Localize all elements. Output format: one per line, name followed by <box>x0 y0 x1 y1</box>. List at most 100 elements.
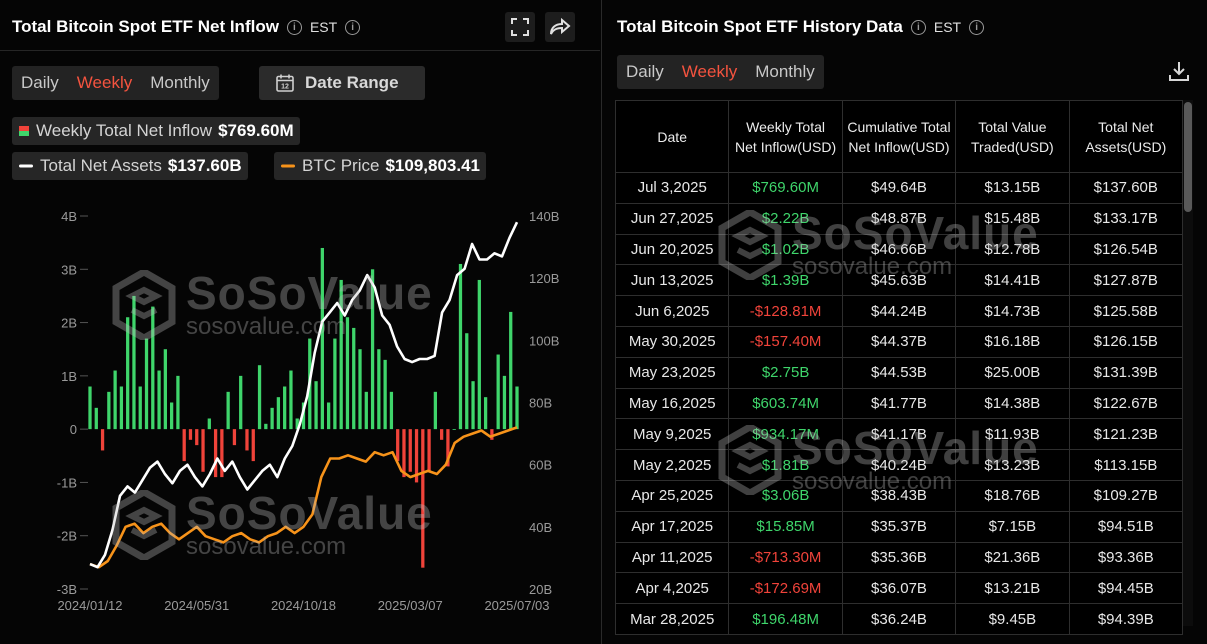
tab-weekly[interactable]: Weekly <box>76 73 133 92</box>
col-cumulative-inflow[interactable]: Cumulative Total Net Inflow(USD) <box>841 100 957 173</box>
cell-traded: $14.41B <box>955 264 1070 297</box>
table-body: Jul 3,2025 $769.60M $49.64B $13.15B $137.60B… <box>614 172 1184 635</box>
cell-date: Jun 20,2025 <box>614 233 730 266</box>
date-range-button[interactable]: 12 Date Range <box>259 66 425 100</box>
table-row[interactable]: Jun 27,2025 $2.22B $48.87B $15.48B $133.17B <box>614 202 1184 235</box>
line-swatch-icon <box>19 164 33 168</box>
table-header: Total Bitcoin Spot ETF History Data i ES… <box>617 14 985 40</box>
tab-daily[interactable]: Daily <box>21 73 59 92</box>
inflow-bar <box>289 370 293 430</box>
inflow-bar <box>251 429 255 462</box>
table-row[interactable]: May 2,2025 $1.81B $40.24B $13.23B $113.15B <box>614 449 1184 481</box>
table-row[interactable]: Jun 13,2025 $1.39B $45.63B $14.41B $127.87B <box>614 264 1184 297</box>
info-icon[interactable]: i <box>910 19 926 35</box>
total-net-assets-line <box>89 221 519 569</box>
cell-date: May 16,2025 <box>614 387 730 420</box>
cell-assets: $127.87B <box>1068 264 1184 297</box>
table-row[interactable]: May 30,2025 -$157.40M $44.37B $16.18B $126.1… <box>614 325 1184 358</box>
inflow-bar <box>232 429 237 446</box>
fullscreen-icon <box>511 18 529 36</box>
table-scrollbar-thumb[interactable] <box>1184 102 1192 212</box>
cell-cumulative: $41.17B <box>841 418 957 451</box>
inflow-bar <box>496 354 500 430</box>
cell-date: Apr 11,2025 <box>614 541 730 574</box>
inflow-bar <box>477 279 481 430</box>
right-axis-tick-label: 20B <box>529 582 552 597</box>
table-row[interactable]: Apr 25,2025 $3.06B $38.43B $18.76B $109.27B <box>614 479 1184 512</box>
cell-assets: $137.60B <box>1068 172 1184 204</box>
tab-daily[interactable]: Daily <box>626 62 664 81</box>
table-row[interactable]: May 23,2025 $2.75B $44.53B $25.00B $131.39B <box>614 356 1184 389</box>
line-swatch-icon <box>281 164 295 168</box>
table-row[interactable]: Apr 11,2025 -$713.30M $35.36B $21.36B $93.36… <box>614 541 1184 574</box>
cell-traded: $14.38B <box>955 387 1070 420</box>
left-axis-tick-label: 3B <box>61 262 77 277</box>
share-button[interactable] <box>545 12 575 42</box>
info-icon[interactable]: i <box>345 19 361 35</box>
tab-monthly[interactable]: Monthly <box>755 62 815 81</box>
cell-cumulative: $44.53B <box>841 356 957 389</box>
tab-weekly[interactable]: Weekly <box>681 62 738 81</box>
cell-assets: $125.58B <box>1068 295 1184 327</box>
inflow-bar <box>458 263 463 430</box>
x-axis-tick-label: 2025/07/03 <box>484 598 549 613</box>
inflow-bar <box>389 391 394 430</box>
table-scrollbar-track[interactable] <box>1183 100 1193 626</box>
col-value-traded[interactable]: Total Value Traded(USD) <box>955 100 1070 173</box>
table-row[interactable]: Apr 4,2025 -$172.69M $36.07B $13.21B $94.45B <box>614 572 1184 605</box>
col-weekly-inflow[interactable]: Weekly Total Net Inflow(USD) <box>728 100 843 173</box>
right-axis-tick-label: 80B <box>529 396 552 411</box>
inflow-bar <box>396 429 400 462</box>
inflow-bar <box>465 333 469 430</box>
inflow-bar <box>113 370 117 430</box>
legend-total-net-assets[interactable]: Total Net Assets $137.60B <box>12 152 248 180</box>
table-header-row: Date Weekly Total Net Inflow(USD) Cumula… <box>614 100 1184 173</box>
table-row[interactable]: May 9,2025 $934.17M $41.17B $11.93B $121.23B <box>614 418 1184 451</box>
inflow-bar <box>502 375 507 430</box>
share-icon <box>550 17 571 35</box>
inflow-bar <box>94 407 98 430</box>
cell-weekly-inflow: $196.48M <box>728 603 843 635</box>
right-axis-tick-label: 120B <box>529 271 559 286</box>
inflow-bar <box>333 338 337 430</box>
inflow-bar <box>352 327 356 430</box>
inflow-bar <box>195 429 199 446</box>
inflow-bar <box>264 423 268 430</box>
table-row[interactable]: Jul 3,2025 $769.60M $49.64B $13.15B $137.60B <box>614 172 1184 204</box>
col-net-assets[interactable]: Total Net Assets(USD) <box>1068 100 1184 173</box>
table-row[interactable]: Mar 28,2025 $196.48M $36.24B $9.45B $94.39B <box>614 603 1184 635</box>
inflow-bar <box>138 386 142 430</box>
inflow-bar <box>170 402 174 430</box>
inflow-bar <box>119 386 124 430</box>
cell-cumulative: $38.43B <box>841 479 957 512</box>
col-date[interactable]: Date <box>614 100 730 173</box>
legend-btc-price[interactable]: BTC Price $109,803.41 <box>274 152 487 180</box>
tab-monthly[interactable]: Monthly <box>150 73 210 92</box>
inflow-bar <box>245 429 249 451</box>
cell-traded: $13.15B <box>955 172 1070 204</box>
cell-traded: $25.00B <box>955 356 1070 389</box>
info-icon[interactable]: i <box>286 19 302 35</box>
table-row[interactable]: Jun 20,2025 $1.02B $46.66B $12.78B $126.54B <box>614 233 1184 266</box>
history-data-panel: Total Bitcoin Spot ETF History Data i ES… <box>601 0 1207 644</box>
cell-weekly-inflow: $1.39B <box>728 264 843 297</box>
inflow-bar <box>414 429 419 483</box>
table-row[interactable]: May 16,2025 $603.74M $41.77B $14.38B $122.67… <box>614 387 1184 420</box>
right-axis-tick-label: 60B <box>529 458 552 473</box>
download-button[interactable] <box>1168 60 1190 87</box>
cell-weekly-inflow: $1.81B <box>728 449 843 481</box>
inflow-bar <box>220 429 224 478</box>
table-row[interactable]: Jun 6,2025 -$128.81M $44.24B $14.73B $125.58… <box>614 295 1184 327</box>
inflow-bar <box>301 402 306 430</box>
fullscreen-button[interactable] <box>505 12 535 42</box>
info-icon[interactable]: i <box>969 19 985 35</box>
inflow-bar <box>239 375 243 430</box>
inflow-bar <box>276 397 281 430</box>
cell-assets: $94.39B <box>1068 603 1184 635</box>
legend-weekly-inflow[interactable]: Weekly Total Net Inflow $769.60M <box>12 117 300 145</box>
inflow-bar <box>364 391 368 430</box>
inflow-bar <box>100 429 105 451</box>
btc-price-line <box>89 426 518 569</box>
header-divider <box>0 50 600 51</box>
table-row[interactable]: Apr 17,2025 $15.85M $35.37B $7.15B $94.51B <box>614 510 1184 543</box>
